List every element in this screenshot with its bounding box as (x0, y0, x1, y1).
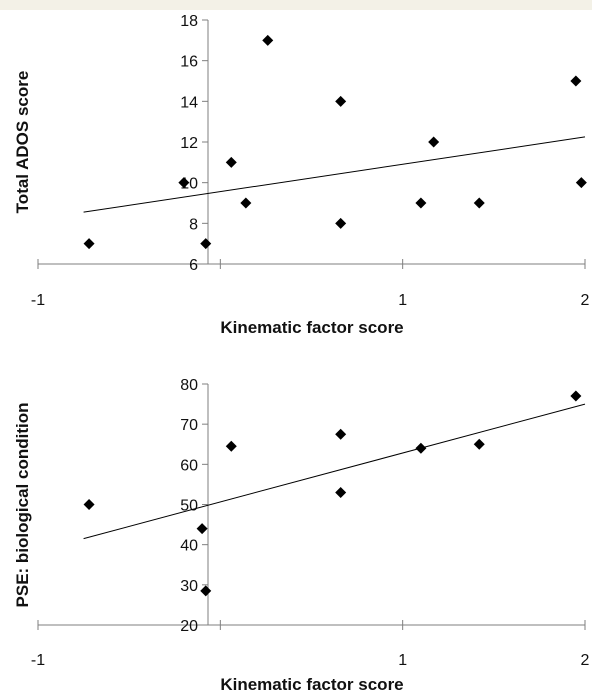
data-point (83, 499, 95, 510)
y-tick-label: 30 (180, 578, 198, 595)
data-point (83, 238, 95, 250)
data-point (178, 177, 190, 189)
data-point (335, 95, 347, 107)
data-point (240, 197, 252, 209)
data-point (473, 197, 485, 209)
data-point (200, 585, 212, 597)
x-tick-label: 2 (581, 292, 590, 309)
x-axis-title: Kinematic factor score (220, 318, 403, 337)
trendline (83, 136, 586, 213)
trendline (83, 403, 586, 540)
y-tick-label: 12 (180, 135, 198, 152)
x-tick-label: -1 (31, 652, 45, 669)
y-tick-label: 70 (180, 417, 198, 434)
data-point (335, 486, 347, 498)
data-point (225, 440, 237, 452)
y-tick-label: 18 (180, 13, 198, 30)
x-tick-label: 1 (398, 292, 407, 309)
y-tick-label: 6 (189, 257, 198, 274)
y-axis-title: Total ADOS score (13, 71, 32, 214)
x-axis-title: Kinematic factor score (220, 675, 403, 694)
data-point (415, 197, 427, 209)
y-tick-label: 20 (180, 618, 198, 635)
data-point (570, 75, 582, 87)
y-axis-title: PSE: biological condition (13, 403, 32, 608)
data-point (335, 428, 347, 440)
data-point (196, 523, 208, 535)
data-point (225, 156, 237, 168)
y-tick-label: 80 (180, 377, 198, 394)
top-bar (0, 0, 592, 10)
x-tick-label: 1 (398, 652, 407, 669)
data-point (415, 442, 427, 454)
x-tick-label: 2 (581, 652, 590, 669)
data-point (570, 390, 582, 402)
data-point (473, 438, 485, 450)
data-point (200, 238, 212, 250)
chart-pse: 20 30 40 50 60 70 80 -1 1 2 Kinematic factor sco… (13, 377, 590, 694)
y-tick-label: 60 (180, 457, 198, 474)
data-point (428, 136, 440, 148)
y-tick-label: 16 (180, 54, 198, 71)
y-tick-label: 50 (180, 498, 198, 515)
y-tick-label: 14 (180, 94, 198, 111)
y-tick-label: 40 (180, 538, 198, 555)
data-point (262, 34, 274, 46)
data-point (335, 217, 347, 229)
data-point (575, 177, 587, 189)
y-tick-label: 8 (189, 216, 198, 233)
x-tick-label: -1 (31, 292, 45, 309)
